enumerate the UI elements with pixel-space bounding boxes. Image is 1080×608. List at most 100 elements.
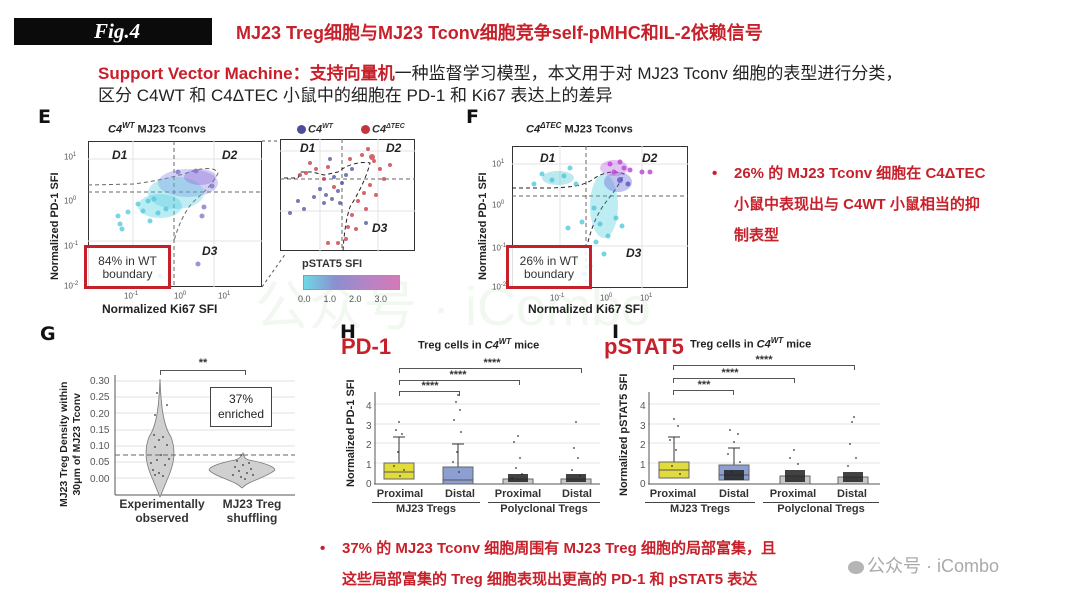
h-bracket-2 [399, 380, 520, 385]
watermark: 公众号 · iCombo [848, 552, 999, 578]
i-group-line-2 [763, 502, 879, 503]
h-subtitle: Treg cells in C4WT mice [418, 337, 539, 352]
subtitle-post: mice [783, 338, 812, 351]
panel-e-ylabel: Normalized PD-1 SFI [49, 172, 61, 280]
inset-quadrant-d3: D3 [372, 221, 388, 235]
i-cat-4: Distal [837, 488, 867, 500]
f-quadrant-d3: D3 [626, 246, 642, 260]
h-sig-3: **** [483, 357, 501, 369]
panel-f-scatter [512, 146, 688, 288]
subtitle-post: mice [511, 339, 540, 352]
panel-e-xlabel: Normalized Ki67 SFI [102, 302, 218, 316]
quadrant-d3: D3 [202, 244, 218, 258]
boundary-line-1: 84% in WT [98, 254, 157, 268]
ytick: 0.30 [90, 376, 110, 387]
h-group-1: MJ23 Tregs [396, 503, 456, 515]
i-group-1: MJ23 Tregs [670, 503, 730, 515]
h-bracket-3 [399, 368, 582, 373]
watermark-text: 公众号 · iCombo [867, 556, 1000, 576]
quadrant-d1: D1 [112, 148, 128, 162]
enriched-box: 37% enriched [210, 387, 272, 427]
ytick: 101 [64, 152, 77, 162]
legend-c4tec: C4ΔTEC [361, 123, 405, 136]
i-cat-2: Distal [719, 488, 749, 500]
ylabel-line-1: MJ23 Treg Density within [58, 381, 70, 507]
ytick: 0 [366, 479, 372, 490]
g-yticks: 0.30 0.25 0.20 0.15 0.10 0.05 0.00 [90, 374, 109, 488]
legend-wt-text: C4 [308, 123, 323, 136]
h-group-line-1 [372, 502, 480, 503]
i-ylabel: Normalized pSTAT5 SFI [618, 373, 630, 496]
i-cat-3: Proximal [769, 488, 817, 500]
i-marker-label: pSTAT5 [604, 334, 684, 359]
h-marker-label: PD-1 [341, 334, 392, 359]
panel-e-inset-scatter [280, 139, 415, 252]
h-bracket-1 [399, 391, 460, 396]
enriched-text: enriched [217, 407, 265, 421]
subtitle-pre: Treg cells in [690, 338, 757, 351]
f-quadrant-d2: D2 [642, 151, 658, 165]
subtitle-sup: WT [770, 336, 784, 345]
xtick: 100 [600, 293, 613, 303]
ytick: 10-2 [64, 281, 79, 291]
legend-wt-sup: WT [322, 123, 333, 130]
wt-boundary-box: 84% in WT boundary [84, 245, 171, 289]
xtick: 10-1 [550, 293, 565, 303]
ytick: 2 [640, 440, 646, 451]
intro-line-2: 区分 C4WT 和 C4ΔTEC 小鼠中的细胞在 PD-1 和 Ki67 表达上… [98, 86, 613, 105]
intro-highlight: Support Vector Machine：支持向量机 [98, 64, 395, 83]
g-significance-bracket [160, 370, 246, 375]
figure-tag: Fig.4 [14, 18, 212, 45]
boundary-line-1: 26% in WT [519, 254, 579, 268]
xcat-line: Experimentally [119, 497, 205, 511]
bullet-dot: • [320, 540, 326, 557]
panel-e-title: C4WT MJ23 Tconvs [108, 121, 206, 136]
ytick: 1 [640, 459, 646, 471]
ytick: 0 [640, 479, 646, 490]
i-bracket-3 [673, 365, 855, 370]
ytick: 4 [640, 401, 646, 412]
i-yticks: 4 3 2 1 0 [640, 397, 646, 495]
boundary-line-2: boundary [523, 267, 575, 281]
xcat-line: shuffling [226, 511, 278, 525]
cbar-tick: 0.0 [298, 294, 311, 304]
boundary-line-2: boundary [102, 267, 153, 281]
ytick: 4 [366, 401, 372, 412]
f-quadrant-d1: D1 [540, 151, 556, 165]
h-sig-1: **** [421, 380, 439, 392]
i-bracket-1 [673, 390, 734, 395]
panel-label-i: I [612, 321, 620, 343]
strain-sup: WT [122, 121, 135, 130]
strain-sup: ΔTEC [540, 121, 562, 130]
strain: C4 [108, 123, 123, 136]
h-group-line-2 [488, 502, 600, 503]
ytick: 0.20 [90, 408, 110, 420]
note-1-line-1: 26% 的 MJ23 Tconv 细胞在 C4ΔTEC [734, 165, 986, 182]
ytick: 0.15 [90, 424, 110, 436]
i-sig-2: **** [721, 367, 739, 379]
panel-label-e: E [38, 106, 51, 128]
h-cat-4: Distal [562, 488, 592, 500]
panel-f-ylabel: Normalized PD-1 SFI [477, 172, 489, 280]
h-group-2: Polyclonal Tregs [500, 503, 588, 515]
title-rest: MJ23 Tconvs [134, 123, 206, 136]
enriched-pct: 37% [228, 392, 254, 406]
h-cat-2: Distal [445, 488, 475, 500]
legend-dot-wt [297, 125, 306, 135]
colorbar-label: pSTAT5 SFI [302, 258, 363, 270]
subtitle-strain: C4 [756, 338, 771, 351]
h-ylabel: Normalized PD-1 SFI [345, 379, 357, 487]
panel-f-xlabel: Normalized Ki67 SFI [528, 302, 644, 316]
g-xcat-1: Experimentally observed [112, 497, 212, 525]
i-boxplot [648, 392, 880, 485]
i-group-2: Polyclonal Tregs [777, 503, 865, 515]
i-sig-1: *** [697, 379, 711, 391]
panel-label-f: F [466, 106, 479, 128]
legend-tec-sup: ΔTEC [386, 123, 405, 130]
ytick: 2 [366, 440, 372, 451]
ytick: 10-1 [492, 243, 507, 253]
note-1: • 26% 的 MJ23 Tconv 细胞在 C4ΔTEC 小鼠中表现出与 C4… [712, 158, 986, 251]
panel-g-ylabel: MJ23 Treg Density within 30μm of MJ23 Tc… [58, 382, 84, 507]
wt-boundary-box-f: 26% in WT boundary [506, 245, 592, 289]
legend-c4wt: C4WT [297, 123, 333, 136]
